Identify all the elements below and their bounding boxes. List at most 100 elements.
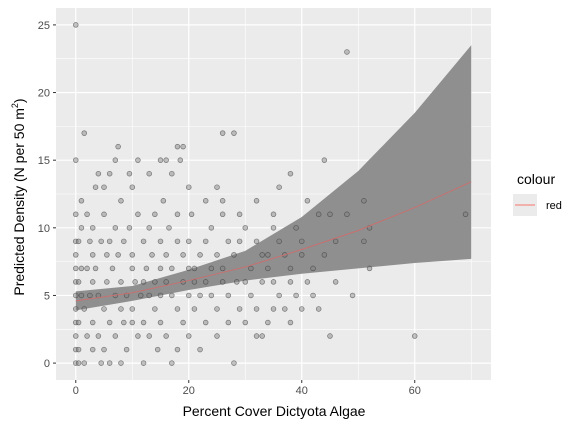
data-point xyxy=(349,292,356,299)
y-axis-title-main: Predicted Density (N per 50 m xyxy=(11,108,27,296)
data-point xyxy=(129,306,136,312)
data-point xyxy=(101,184,107,190)
data-point xyxy=(89,279,96,285)
data-point xyxy=(315,211,322,218)
data-point xyxy=(123,292,130,299)
data-point xyxy=(259,279,265,285)
data-point xyxy=(180,319,186,326)
data-point xyxy=(169,170,175,177)
data-point xyxy=(152,306,158,312)
data-point xyxy=(344,211,350,218)
data-point xyxy=(253,333,260,339)
data-point xyxy=(214,306,220,312)
data-point xyxy=(140,279,147,285)
data-point xyxy=(293,292,299,299)
data-point xyxy=(270,279,277,285)
data-point xyxy=(73,333,79,339)
data-point xyxy=(174,238,181,245)
data-point xyxy=(95,333,102,339)
fit-line-path xyxy=(75,181,472,302)
data-point xyxy=(304,198,311,204)
data-point xyxy=(75,319,82,326)
data-point xyxy=(140,360,147,366)
data-point xyxy=(118,279,124,285)
data-point xyxy=(321,252,328,258)
data-point xyxy=(109,265,116,272)
y-axis: 0 5 10 15 20 25 xyxy=(38,20,56,370)
data-point xyxy=(78,225,85,231)
ribbon-area xyxy=(75,45,472,311)
data-point xyxy=(236,306,243,312)
data-point xyxy=(242,279,249,285)
data-point xyxy=(270,306,277,312)
data-point xyxy=(231,130,237,136)
data-point xyxy=(208,265,215,272)
data-point xyxy=(98,238,104,245)
data-point xyxy=(236,211,243,218)
data-point xyxy=(186,184,192,190)
data-point xyxy=(191,306,198,312)
data-point xyxy=(293,225,299,231)
data-point xyxy=(146,170,152,177)
data-point xyxy=(327,333,333,339)
y-axis-title-end: ) xyxy=(11,98,27,103)
observed-points xyxy=(73,22,469,366)
data-point xyxy=(169,360,175,366)
data-point xyxy=(75,360,82,366)
y-axis-title-superscript: 2 xyxy=(10,103,20,108)
data-point xyxy=(327,211,333,218)
data-point xyxy=(287,170,294,177)
data-point xyxy=(73,157,79,163)
data-point xyxy=(84,333,90,339)
legend-label-red: red xyxy=(546,200,562,212)
data-point xyxy=(219,265,226,272)
data-point xyxy=(219,211,226,218)
data-point xyxy=(191,279,198,285)
data-point xyxy=(104,279,110,285)
data-point xyxy=(166,225,172,231)
x-tick-label: 40 xyxy=(296,385,308,397)
data-point xyxy=(202,238,209,245)
data-point xyxy=(197,346,203,353)
data-point xyxy=(265,319,271,326)
grid-major xyxy=(56,8,491,380)
data-point xyxy=(106,170,113,177)
data-point xyxy=(115,143,121,150)
data-point xyxy=(265,252,271,258)
x-axis-title: Percent Cover Dictyota Algae xyxy=(183,403,366,419)
data-point xyxy=(101,306,107,312)
data-point xyxy=(73,360,79,366)
data-point xyxy=(92,184,99,190)
data-point xyxy=(132,279,138,285)
data-point xyxy=(276,238,282,245)
data-point xyxy=(75,238,82,245)
data-point xyxy=(174,211,181,218)
data-point xyxy=(143,265,150,272)
data-point xyxy=(95,170,102,177)
data-point xyxy=(259,333,265,339)
data-point xyxy=(225,292,232,299)
data-point xyxy=(73,252,79,258)
data-point xyxy=(202,279,209,285)
data-point xyxy=(126,170,133,177)
data-point xyxy=(225,238,232,245)
data-point xyxy=(84,211,90,218)
data-point xyxy=(73,265,79,272)
data-point xyxy=(75,279,82,285)
data-point xyxy=(137,292,144,299)
data-point xyxy=(129,319,136,326)
data-point xyxy=(219,198,226,204)
data-point xyxy=(163,279,169,285)
data-point xyxy=(129,184,136,190)
data-point xyxy=(253,306,260,312)
data-point xyxy=(197,252,203,258)
data-point xyxy=(146,292,152,299)
data-point xyxy=(81,130,87,136)
data-point xyxy=(214,252,220,258)
data-point xyxy=(270,225,277,231)
data-point xyxy=(149,252,155,258)
data-point xyxy=(87,238,93,245)
data-point xyxy=(180,252,186,258)
data-point xyxy=(112,225,119,231)
data-point xyxy=(157,292,164,299)
